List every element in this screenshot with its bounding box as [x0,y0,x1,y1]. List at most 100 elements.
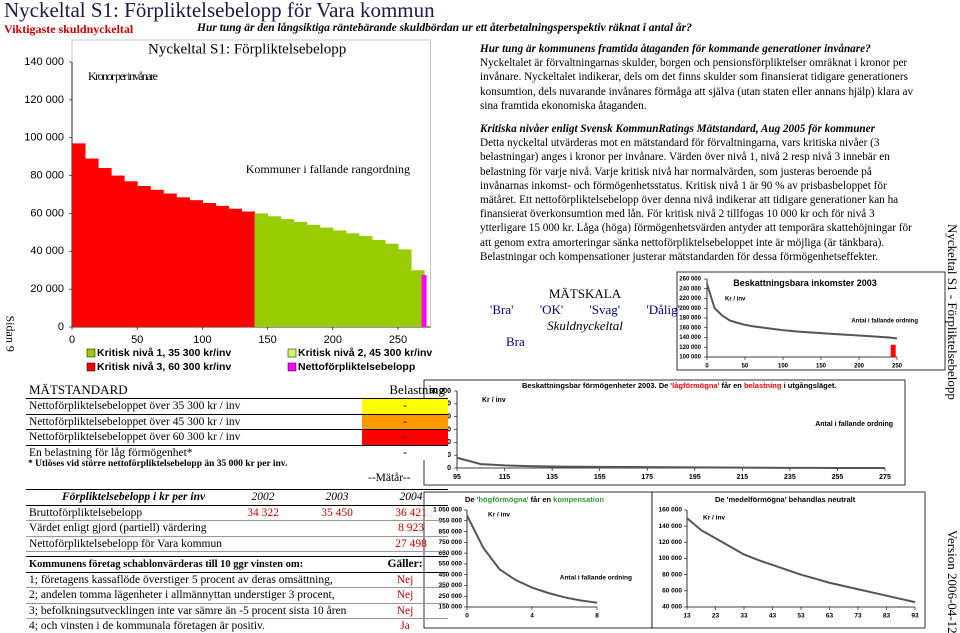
y-tick-label: 140 000 [659,523,683,530]
y-tick-label: 160 000 [679,325,701,331]
label-cell: Nettoförpliktelsebeloppet över 45 300 kr… [29,415,241,428]
y-tick-label: 240 000 [679,286,701,292]
bar [398,249,412,327]
heading: Kritiska nivåer enligt Svensk KommunRati… [480,123,875,135]
x-tick-label: 43 [769,613,777,620]
row: En belastning för låg förmögenhet* - [26,445,448,460]
legend-label: Kritisk nivå 2, 45 300 kr/inv [298,347,432,359]
y-tick-label: 140 000 [24,56,64,68]
label-cell: Bruttoförpliktelsebelopp [29,506,143,519]
bar [358,236,373,327]
scale-box: MÄTSKALA 'Bra' 'OK' 'Svag' 'Dålig' Skuldnyc… [490,286,680,350]
bar [241,211,256,327]
y-tick-label: 60 000 [662,588,682,595]
heading: Hur tung är kommunens framtida åtaganden… [480,43,871,55]
legend-label: Kritisk nivå 3, 60 300 kr/inv [97,361,231,373]
y-tick-label: 350 000 [439,582,463,589]
label-cell: Nettoförpliktelsebeloppet över 35 300 kr… [29,400,241,413]
y-tick-label: 40 000 [662,604,682,611]
bar [202,203,216,327]
y-tick-label: 60 000 [430,388,452,395]
x-tick-label: 13 [683,613,691,620]
value-cell: 27 498 [395,537,427,550]
y-axis-label: Kronor per invånare [88,69,158,83]
x-tick-label: 53 [797,613,805,620]
title-part: 'medelförmögna' [727,495,787,504]
line [686,517,916,604]
bar [293,221,308,327]
row: Nettoförpliktelsebeloppet över 45 300 kr… [26,414,448,430]
info-1: Hur tung är kommunens framtida åtaganden… [480,42,920,113]
title-part: behandlas neutralt [787,495,856,504]
chart-frame [423,379,906,486]
x-tick-label: 250 [892,364,903,370]
legend-swatch [86,362,96,372]
subtitle-right: Hur tung är den långsiktiga räntebärande… [197,22,692,34]
row: 2; andelen tomma lägenheter i allmännytt… [26,588,448,603]
y-tick-label: 80 000 [662,571,682,578]
x-tick-label: 4 [530,613,534,620]
bar [384,243,399,327]
legend-swatch [287,348,297,358]
x-tick-label: 33 [740,613,748,620]
y-tick-label: 180 000 [679,316,701,322]
header-cell: Förpliktelsebelopp i kr per inv [62,491,206,504]
row: Nettoförpliktelsebeloppet över 60 300 kr… [26,429,448,445]
bar [267,216,282,327]
paragraph: Nyckeltalet är förvaltningarnas skulder,… [480,57,914,112]
x-tick-label: 50 [131,334,143,346]
y-tick-label: 250 000 [439,593,463,600]
header-cell: 2004 [399,491,423,504]
legend-swatch [287,362,297,372]
x-tick-label: 100 [778,364,789,370]
row: Bruttoförpliktelsebelopp 34 322 35 450 36 4… [26,505,448,521]
x-tick-label: 200 [324,334,342,346]
value-cell: Nej [396,573,414,586]
x-tick-label: 175 [641,474,653,481]
row: 3; befolkningsutvecklingen inte var sämr… [26,603,448,619]
page-title: Nyckeltal S1: Förpliktelsebelopp för Var… [4,0,435,22]
title-part: 'högförmögna' [477,495,529,504]
bar [332,230,347,327]
x-tick-label: 23 [712,613,720,620]
y-tick-label: 1 050 000 [433,507,462,514]
header-cell: 2002 [251,491,275,504]
y-tick-label: 160 000 [659,507,683,514]
row: Nettoförpliktelsebeloppet över 35 300 kr… [26,398,448,414]
bar [189,200,203,327]
header-row: Förpliktelsebelopp i kr per inv 2002 2003 2… [26,489,448,505]
x-tick-label: 235 [784,474,796,481]
label-cell: Nettoförpliktelsebelopp för Vara kommun [29,537,223,550]
x-tick-label: 100 [193,334,211,346]
value-cell: - [362,445,448,460]
row: Värdet enligt gjord (partiell) värdering… [26,521,448,536]
y-tick-label: 80 000 [30,169,64,181]
label-cell: Nettoförpliktelsebeloppet över 60 300 kr… [29,431,241,444]
y-tick-label: 0 [447,465,451,472]
chart-frame [676,271,946,371]
y-axis-label: Kr / inv [725,297,746,303]
row: 4; och vinsten i de kommunala företagen … [26,619,448,633]
bar [72,143,86,327]
label-cell: En belastning för låg förmögenhet* [29,446,193,459]
scale-level: 'OK' [539,302,564,317]
label-cell: 2; andelen tomma lägenheter i allmännytt… [29,589,335,602]
line [456,456,885,469]
x-tick-label: 250 [389,334,407,346]
chart-title: Beskattningsbara inkomster 2003 [733,278,877,288]
scale-title: MÄTSKALA [548,286,622,301]
x-tick-label: 63 [826,613,834,620]
value-cell: - [362,429,448,445]
footnote: * Utlöses vid större nettoförpliktelsebe… [28,459,288,469]
y-tick-label: 200 000 [679,306,701,312]
value-cell: Nej [396,589,414,602]
bar [280,219,295,327]
x-tick-label: 150 [258,334,276,346]
y-tick-label: 40 000 [30,245,64,257]
y-tick-label: 100 000 [24,132,64,144]
value-cell: 8 923 [398,522,424,535]
bar [345,233,360,327]
y-tick-label: 950 000 [439,517,463,524]
row: 1; företagens kassaflöde överstiger 5 pr… [26,572,448,588]
